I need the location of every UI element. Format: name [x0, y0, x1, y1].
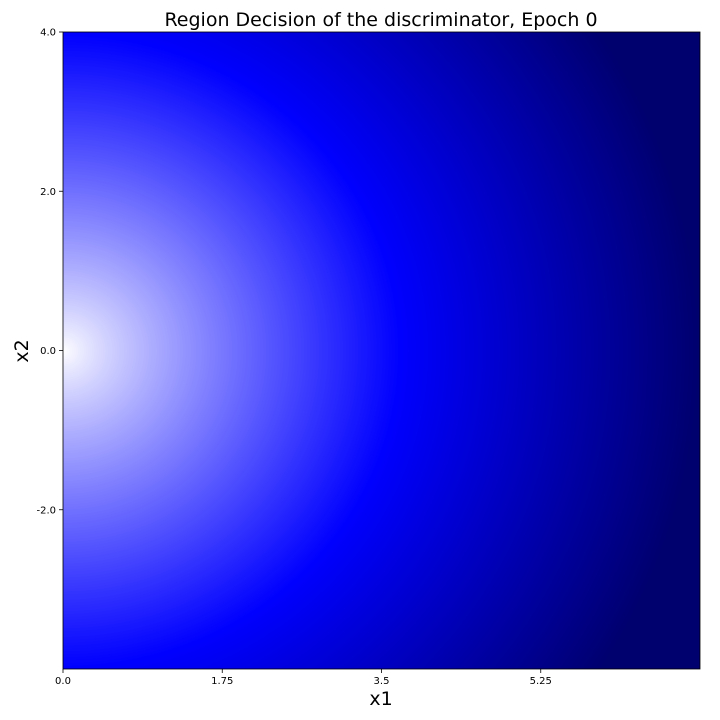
- x-tick-label: 1.75: [211, 676, 233, 687]
- y-tick-label: -2.0: [36, 505, 56, 516]
- x-tick-label: 3.5: [374, 676, 390, 687]
- y-axis-label: x2: [11, 339, 33, 362]
- y-tick-label: 4.0: [40, 28, 56, 39]
- heatmap-region: [63, 32, 700, 669]
- x-tick-label: 0.0: [55, 676, 71, 687]
- y-tick-label: 0.0: [40, 346, 56, 357]
- x-axis-ticks: 0.0 1.75 3.5 5.25: [55, 669, 552, 687]
- x-axis-label: x1: [369, 688, 392, 710]
- y-tick-label: 2.0: [40, 187, 56, 198]
- y-axis-ticks: 4.0 2.0 0.0 -2.0: [36, 28, 63, 516]
- x-tick-label: 5.25: [530, 676, 552, 687]
- chart-title: Region Decision of the discriminator, Ep…: [164, 9, 597, 31]
